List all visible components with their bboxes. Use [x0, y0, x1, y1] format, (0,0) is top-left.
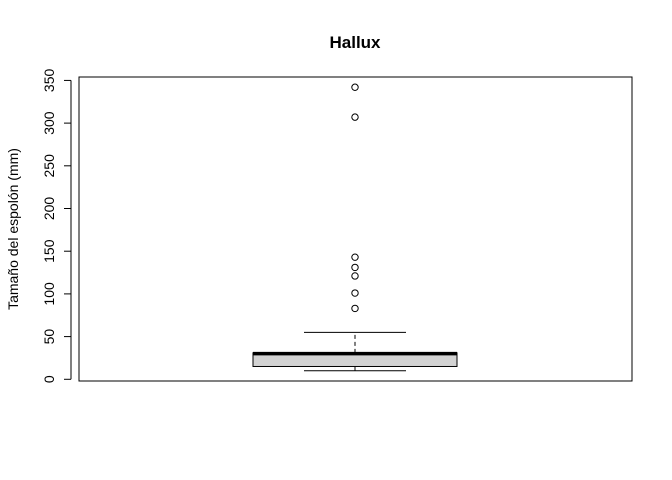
y-tick-label: 100: [41, 282, 57, 306]
outlier-point: [351, 272, 359, 280]
outlier-point: [351, 253, 359, 261]
y-tick-label: 0: [41, 375, 57, 383]
y-tick-label: 300: [41, 111, 57, 135]
outlier-point: [351, 289, 359, 297]
y-tick-label: 250: [41, 154, 57, 178]
outlier-point: [351, 83, 359, 91]
y-tick-label: 350: [41, 69, 57, 93]
outlier-point: [351, 113, 359, 121]
y-tick-label: 50: [41, 329, 57, 345]
chart-title: Hallux: [329, 33, 381, 52]
y-tick-label: 150: [41, 239, 57, 263]
y-axis-label: Tamaño del espolón (mm): [5, 148, 21, 310]
y-tick-label: 200: [41, 197, 57, 221]
outlier-point: [351, 304, 359, 313]
plot-frame: [78, 76, 633, 382]
outlier-point: [351, 263, 359, 272]
